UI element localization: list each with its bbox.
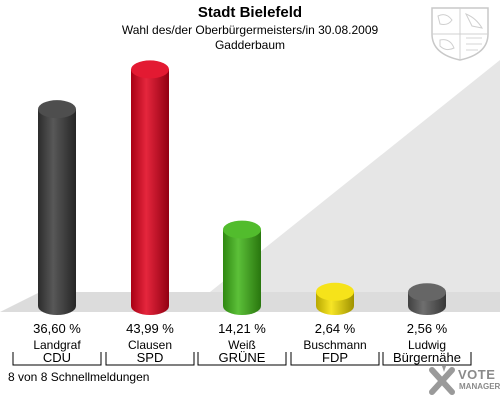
candidate-label: Landgraf [33, 338, 81, 352]
bar-spd [131, 60, 169, 316]
ballot-cross-icon [429, 366, 455, 395]
bar-cdu [38, 100, 76, 315]
vote-manager-logo: VOTE MANAGER [428, 364, 500, 396]
bar-grüne [223, 220, 261, 315]
bar-bürgernähe [408, 283, 446, 315]
bar-body [223, 229, 261, 315]
party-label: CDU [43, 350, 71, 365]
party-bracket [197, 352, 287, 366]
value-label: 2,56 % [407, 321, 448, 336]
chart-backdrop [210, 60, 500, 292]
coat-of-arms-icon [431, 7, 489, 61]
candidate-label: Clausen [128, 338, 172, 352]
party-label: FDP [322, 350, 348, 365]
party-bracket [382, 352, 472, 366]
bar-body [131, 69, 169, 316]
party-label: GRÜNE [219, 350, 266, 365]
bar-top [408, 283, 446, 302]
bar-top [316, 282, 354, 301]
bar-top [223, 220, 261, 239]
logo-text-vote: VOTE [458, 367, 496, 382]
party-bracket [290, 352, 380, 366]
bar-body [38, 109, 76, 315]
bar-top [38, 100, 76, 119]
candidate-label: Ludwig [408, 338, 446, 352]
value-label: 2,64 % [315, 321, 356, 336]
chart-title: Stadt Bielefeld [197, 4, 303, 21]
value-label: 43,99 % [126, 321, 174, 336]
value-label: 36,60 % [33, 321, 81, 336]
district-name: Gadderbaum [214, 38, 286, 52]
logo-text-manager: MANAGER [459, 382, 500, 391]
candidate-label: Buschmann [303, 338, 366, 352]
report-status: 8 von 8 Schnellmeldungen [8, 370, 150, 384]
party-label: SPD [137, 350, 164, 365]
chart-subtitle: Wahl des/der Oberbürgermeisters/in 30.08… [121, 23, 379, 37]
party-bracket [12, 352, 102, 366]
party-bracket [105, 352, 195, 366]
bar-top [131, 60, 169, 79]
party-label: Bürgernähe [393, 350, 461, 365]
candidate-label: Weiß [228, 338, 256, 352]
value-label: 14,21 % [218, 321, 266, 336]
bar-fdp [316, 282, 354, 315]
